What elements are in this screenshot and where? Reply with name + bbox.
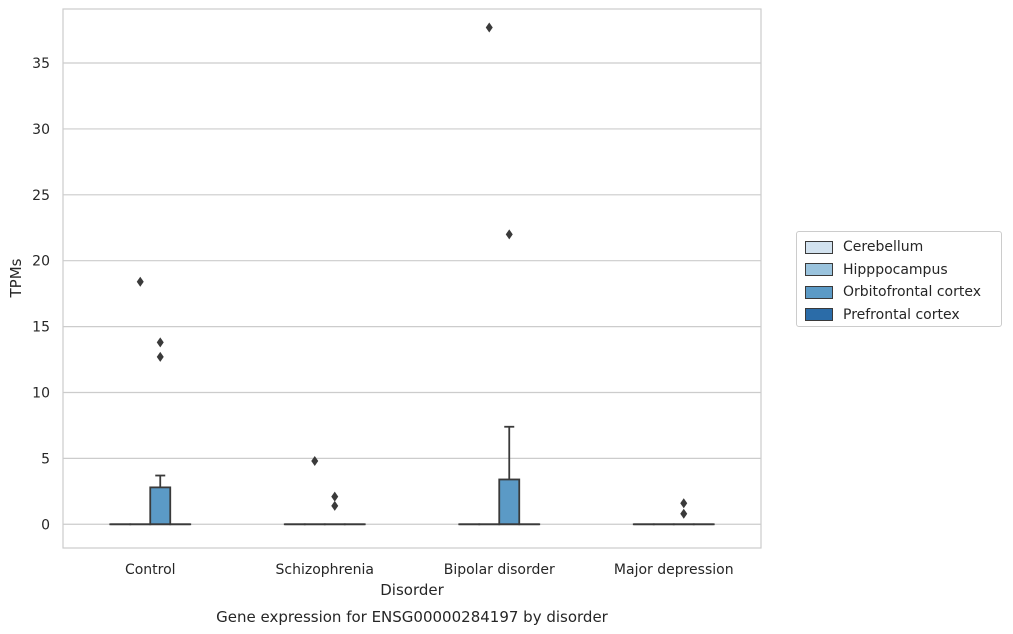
gridlines: [63, 62, 761, 525]
plot-frame: [62, 8, 762, 549]
box-body: [498, 478, 521, 526]
outlier-point: [311, 456, 319, 467]
legend-swatch: [805, 308, 833, 322]
x-tick-label: Schizophrenia: [276, 562, 374, 578]
y-tick-label: 30: [32, 122, 50, 138]
x-axis-ticks: Control Schizophrenia Bipolar disorder Majo…: [125, 562, 734, 578]
y-tick-label: 20: [32, 254, 50, 270]
box-orbitofrontal-cortex: [149, 474, 172, 526]
outlier-point: [156, 337, 164, 348]
x-tick-label: Control: [125, 562, 176, 578]
legend-label: Cerebellum: [843, 239, 924, 256]
outlier-point: [136, 276, 144, 287]
chart-caption: Gene expression for ENSG00000284197 by d…: [216, 608, 609, 626]
x-tick-label: Bipolar disorder: [444, 562, 555, 578]
outlier-point: [680, 508, 688, 519]
outlier-point: [505, 229, 513, 240]
box-orbitofrontal-cortex: [498, 425, 521, 526]
y-tick-label: 5: [41, 451, 50, 467]
y-tick-label: 15: [32, 320, 50, 336]
x-axis-label: Disorder: [380, 581, 444, 599]
legend-label: Prefrontal cortex: [843, 306, 960, 323]
outlier-point: [680, 498, 688, 509]
outlier-point: [485, 22, 493, 33]
y-tick-label: 35: [32, 56, 50, 72]
legend-item-orbitofrontal-cortex[interactable]: Orbitofrontal cortex: [805, 281, 1001, 304]
legend-swatch: [805, 240, 833, 254]
x-tick-label: Major depression: [614, 562, 734, 578]
outlier-point: [156, 351, 164, 362]
legend: Cerebellum Hipppocampus Orbitofrontal cort…: [796, 231, 1002, 327]
y-tick-label: 25: [32, 188, 50, 204]
legend-label: Hipppocampus: [843, 261, 948, 278]
legend-item-cerebellum[interactable]: Cerebellum: [805, 236, 1001, 259]
legend-item-prefrontal-cortex[interactable]: Prefrontal cortex: [805, 304, 1001, 327]
y-axis-ticks: 0 5 10 15 20 25 30 35: [32, 56, 50, 533]
y-tick-label: 0: [41, 517, 50, 533]
boxes: [109, 425, 715, 526]
outlier-point: [331, 500, 339, 511]
legend-item-hipppocampus[interactable]: Hipppocampus: [805, 259, 1001, 282]
y-axis-label: TPMs: [7, 258, 25, 298]
box-body: [149, 486, 172, 526]
y-tick-label: 10: [32, 385, 50, 401]
legend-swatch: [805, 285, 833, 299]
outliers: [136, 22, 688, 519]
outlier-point: [331, 491, 339, 502]
legend-label: Orbitofrontal cortex: [843, 284, 981, 301]
legend-swatch: [805, 263, 833, 277]
